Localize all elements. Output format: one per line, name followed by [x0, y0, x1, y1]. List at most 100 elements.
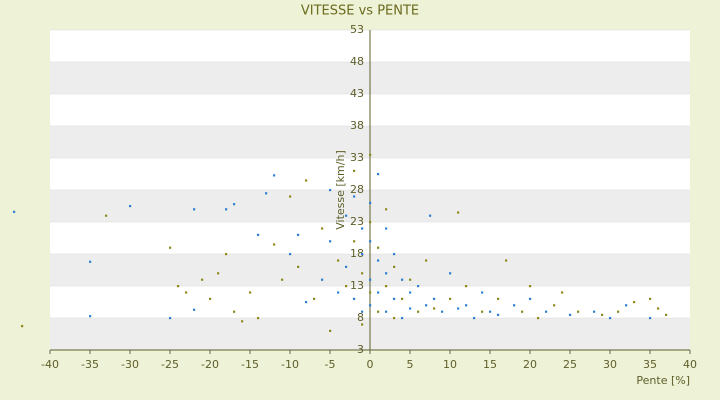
y-tick-label: 53 [350, 23, 364, 36]
point [569, 313, 572, 316]
x-tick-label: -35 [81, 358, 99, 371]
point [225, 253, 228, 256]
point [561, 291, 564, 294]
point [377, 259, 380, 262]
point [361, 323, 364, 326]
point [329, 189, 332, 192]
y-tick-label: 33 [350, 151, 364, 164]
x-tick-label: 25 [563, 358, 577, 371]
point [409, 278, 412, 281]
point [429, 214, 432, 217]
x-tick-label: 40 [683, 358, 697, 371]
x-tick-label: 30 [603, 358, 617, 371]
point [361, 253, 364, 256]
point [369, 153, 372, 156]
point [409, 291, 412, 294]
point [401, 278, 404, 281]
point [377, 173, 380, 176]
point [385, 272, 388, 275]
point [497, 313, 500, 316]
point [393, 265, 396, 268]
point [649, 297, 652, 300]
point [273, 243, 276, 246]
point [225, 208, 228, 211]
y-tick-label: 28 [350, 183, 364, 196]
point [625, 304, 628, 307]
point [369, 278, 372, 281]
chart-title: VITESSE vs PENTE [301, 4, 419, 19]
point [321, 278, 324, 281]
point [441, 310, 444, 313]
point [105, 214, 108, 217]
point [393, 253, 396, 256]
point [21, 325, 24, 328]
point [409, 307, 412, 310]
x-tick-label: -20 [201, 358, 219, 371]
point [321, 227, 324, 230]
y-tick-label: 38 [350, 119, 364, 132]
point [665, 313, 668, 316]
point [193, 308, 196, 311]
point [177, 285, 180, 288]
x-tick-label: 15 [483, 358, 497, 371]
point [353, 195, 356, 198]
x-tick-label: -10 [281, 358, 299, 371]
point [529, 285, 532, 288]
point [425, 304, 428, 307]
point [185, 291, 188, 294]
point [329, 240, 332, 243]
point [281, 278, 284, 281]
point [361, 272, 364, 275]
point [89, 260, 92, 263]
point [545, 310, 548, 313]
point [649, 317, 652, 320]
point [273, 174, 276, 177]
point [233, 310, 236, 313]
point [521, 310, 524, 313]
point [345, 285, 348, 288]
point [89, 315, 92, 318]
point [257, 317, 260, 320]
point [553, 304, 556, 307]
x-tick-label: -25 [161, 358, 179, 371]
point [353, 240, 356, 243]
x-tick-label: 10 [443, 358, 457, 371]
point [369, 240, 372, 243]
point [497, 297, 500, 300]
x-tick-label: 20 [523, 358, 537, 371]
point [577, 310, 580, 313]
point [449, 272, 452, 275]
point [353, 297, 356, 300]
x-tick-label: -15 [241, 358, 259, 371]
point [193, 208, 196, 211]
point [385, 285, 388, 288]
point [337, 259, 340, 262]
x-tick-label: -30 [121, 358, 139, 371]
point [425, 259, 428, 262]
point [361, 227, 364, 230]
point [417, 285, 420, 288]
point [465, 304, 468, 307]
point [537, 317, 540, 320]
point [377, 291, 380, 294]
y-tick-label: 8 [357, 311, 364, 324]
point [249, 291, 252, 294]
point [337, 291, 340, 294]
point [361, 310, 364, 313]
point [489, 310, 492, 313]
y-tick-label: 48 [350, 55, 364, 68]
point [457, 307, 460, 310]
point [601, 313, 604, 316]
point [393, 317, 396, 320]
point [241, 320, 244, 323]
point [369, 201, 372, 204]
point [385, 227, 388, 230]
point [265, 192, 268, 195]
point [465, 285, 468, 288]
point [401, 297, 404, 300]
point [289, 195, 292, 198]
point [201, 278, 204, 281]
x-tick-label: -5 [325, 358, 336, 371]
point [369, 304, 372, 307]
